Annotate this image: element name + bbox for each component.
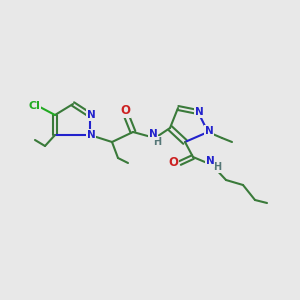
Text: N: N (87, 130, 95, 140)
Text: O: O (120, 103, 130, 116)
Text: N: N (195, 107, 203, 117)
Text: N: N (205, 126, 213, 136)
Text: N: N (87, 110, 95, 120)
Text: H: H (153, 137, 161, 147)
Text: Cl: Cl (28, 101, 40, 111)
Text: N: N (148, 129, 158, 139)
Text: N: N (206, 156, 214, 166)
Text: O: O (168, 155, 178, 169)
Text: H: H (213, 162, 221, 172)
